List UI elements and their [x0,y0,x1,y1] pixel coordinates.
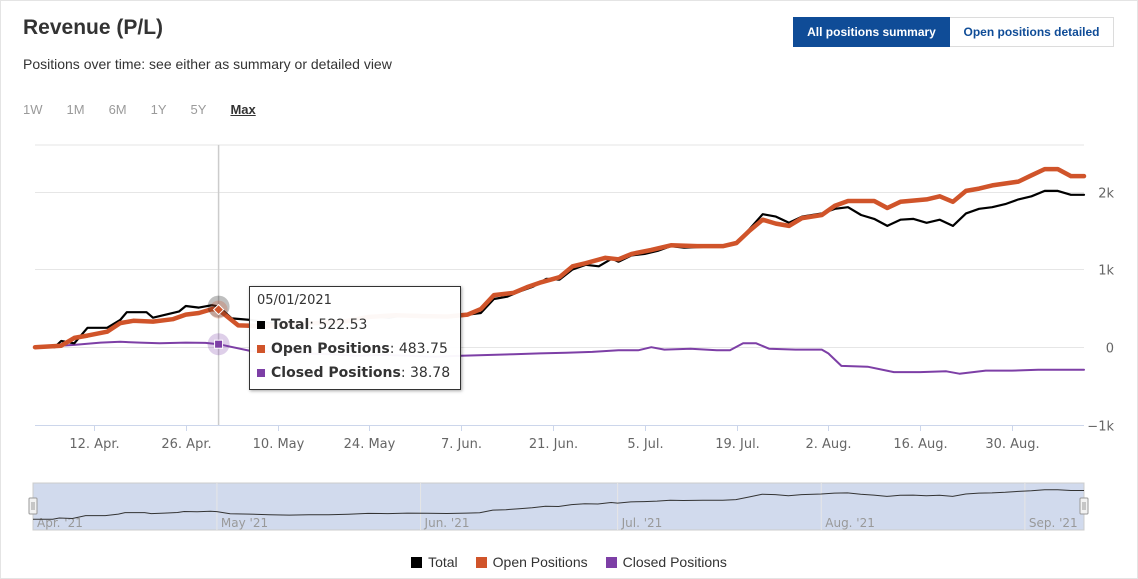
tooltip-total-label: Total [271,317,310,333]
navigator-right-handle[interactable] [1079,497,1089,515]
range-5y-button[interactable]: 5Y [190,102,207,117]
closed-hover-marker [214,339,224,349]
navigator-label: May '21 [221,516,268,530]
page-subtitle: Positions over time: see either as summa… [23,56,392,72]
series-lines [32,166,1087,375]
legend-item-closed-positions[interactable]: Closed Positions [605,554,727,570]
x-tick-label: 24. May [344,437,396,452]
navigator-label: Jun. '21 [424,516,470,530]
open-legend-swatch-icon [475,556,487,568]
total-swatch-icon [257,321,265,329]
tooltip-date: 05/01/2021 [257,293,332,308]
closed-swatch-icon [257,369,265,377]
legend-closed-label: Closed Positions [622,554,727,570]
tooltip-open-label: Open Positions [271,341,390,357]
tooltip: 05/01/2021 Total: 522.53 Open Positions:… [249,286,461,390]
range-6m-button[interactable]: 6M [108,102,127,117]
open-positions-detailed-button[interactable]: Open positions detailed [950,17,1114,47]
navigator: Apr. '21 May '21 Jun. '21 Jul. '21 Aug. '21 S… [28,482,1089,531]
legend-total-label: Total [428,554,458,570]
y-tick-label: 1k [1098,264,1114,279]
x-tick-label: 26. Apr. [161,437,211,452]
x-tick-label: 16. Aug. [893,437,947,452]
series-line-closed-positions [34,340,1085,375]
tooltip-row-open: Open Positions: 483.75 [257,337,453,361]
series-line-open-positions [32,166,1087,350]
navigator-label: Aug. '21 [825,516,875,530]
tooltip-row-total: Total: 522.53 [257,313,453,337]
y-tick-label: 0 [1106,342,1114,357]
legend-item-total[interactable]: Total [411,554,458,570]
tooltip-open-value: 483.75 [398,341,448,357]
range-1y-button[interactable]: 1Y [150,102,167,117]
range-1w-button[interactable]: 1W [23,102,43,117]
tooltip-row-closed: Closed Positions: 38.78 [257,361,453,385]
navigator-label: Sep. '21 [1029,516,1078,530]
x-tick-label: 7. Jun. [441,437,482,452]
navigator-left-handle[interactable] [28,497,38,515]
hover-markers [207,295,230,356]
x-axis: 12. Apr. 26. Apr. 10. May 24. May 7. Jun. 21.… [35,425,1084,452]
open-swatch-icon [257,345,265,353]
x-tick-label: 12. Apr. [69,437,119,452]
legend-open-label: Open Positions [492,554,588,570]
legend-item-open-positions[interactable]: Open Positions [475,554,588,570]
range-selector: 1W 1M 6M 1Y 5Y Max [23,102,280,117]
navigator-series-line [33,489,1084,520]
page-title: Revenue (P/L) [23,16,164,39]
x-tick-label: 19. Jul. [715,437,760,452]
closed-legend-swatch-icon [605,556,617,568]
tooltip-closed-label: Closed Positions [271,365,401,381]
tooltip-total-value: 522.53 [318,317,368,333]
all-positions-summary-button[interactable]: All positions summary [793,17,950,47]
x-tick-label: 2. Aug. [805,437,851,452]
range-1m-button[interactable]: 1M [66,102,85,117]
total-legend-swatch-icon [411,556,423,568]
grid-lines [35,144,1084,426]
x-tick-label: 10. May [253,437,305,452]
legend: Total Open Positions Closed Positions [0,554,1138,570]
range-max-button[interactable]: Max [230,102,256,117]
open-hover-marker [212,303,225,316]
tooltip-closed-value: 38.78 [410,365,451,381]
y-axis: −1k 0 1k 2k [1087,187,1114,435]
x-tick-label: 5. Jul. [627,437,663,452]
x-tick-label: 21. Jun. [529,437,578,452]
x-tick-label: 30. Aug. [985,437,1039,452]
y-tick-label: 2k [1098,187,1114,202]
navigator-label: Jul. '21 [621,516,663,530]
y-tick-label: −1k [1087,420,1114,435]
